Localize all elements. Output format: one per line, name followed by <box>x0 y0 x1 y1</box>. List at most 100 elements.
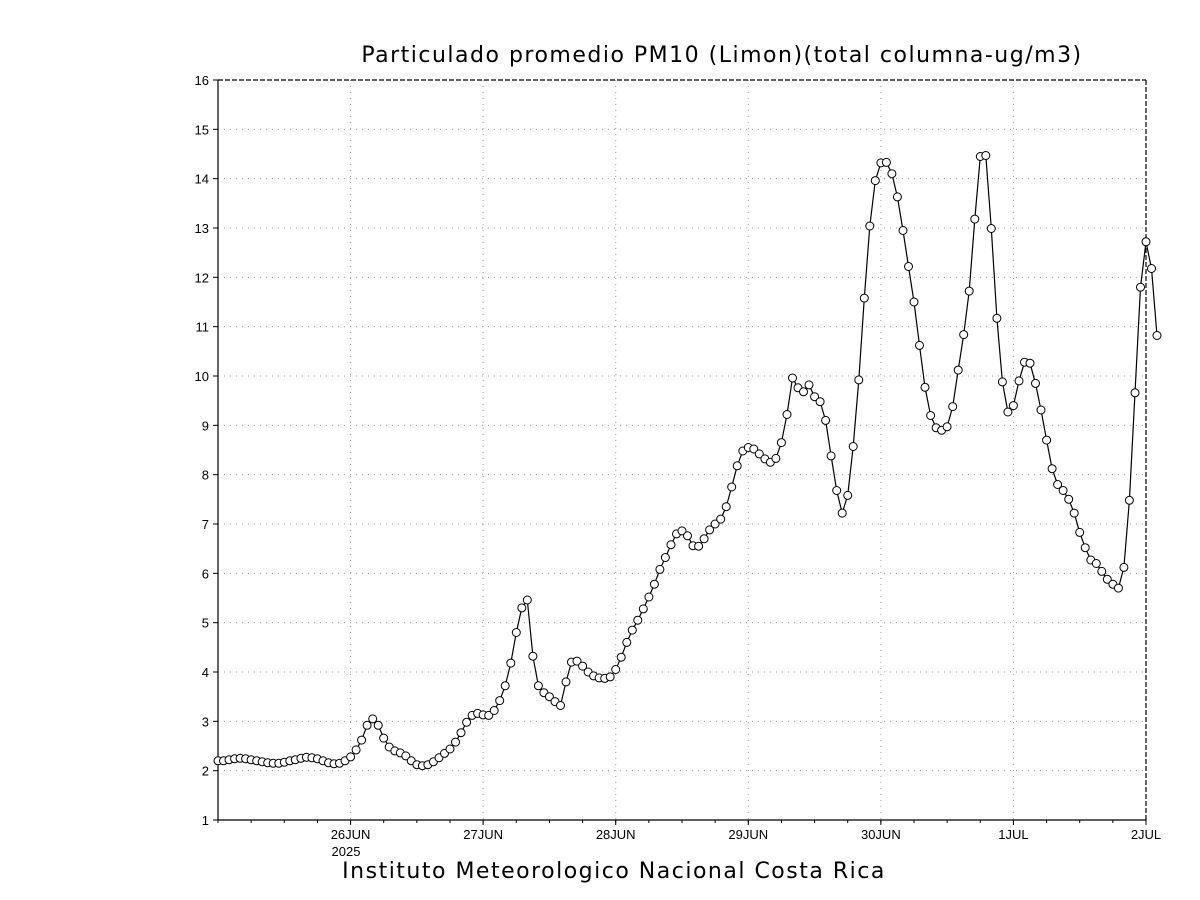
data-point <box>821 415 831 425</box>
data-point <box>1025 358 1035 368</box>
data-point <box>489 706 499 715</box>
data-point <box>986 224 996 233</box>
data-point <box>544 692 554 702</box>
data-point <box>749 444 759 454</box>
x-tick-label: 29JUN <box>728 827 768 842</box>
data-point <box>1075 527 1085 537</box>
data-point <box>1141 237 1151 247</box>
data-point <box>1064 494 1074 504</box>
data-point <box>522 595 532 605</box>
data-point <box>959 330 969 340</box>
chart-footer: Instituto Meteorologico Nacional Costa R… <box>342 859 886 884</box>
series-line <box>218 154 1158 767</box>
y-tick-label: 12 <box>195 270 209 285</box>
data-point <box>892 192 902 202</box>
data-point <box>904 262 913 271</box>
data-point <box>887 169 897 179</box>
data-point <box>379 733 389 743</box>
y-tick-label: 11 <box>196 320 210 335</box>
y-tick-label: 4 <box>202 665 209 680</box>
data-point <box>346 752 356 762</box>
data-point <box>517 603 527 613</box>
y-tick-label: 6 <box>202 566 209 581</box>
data-point <box>799 387 808 397</box>
data-point <box>368 714 378 724</box>
data-point <box>721 502 731 512</box>
data-point <box>705 525 715 535</box>
y-tick-label: 14 <box>195 172 209 187</box>
data-point <box>843 490 853 500</box>
y-tick-label: 13 <box>195 221 209 236</box>
data-point <box>578 661 588 671</box>
data-point <box>710 519 720 529</box>
data-point <box>727 482 737 492</box>
data-point <box>373 720 383 730</box>
data-point <box>1119 562 1129 572</box>
data-point <box>1058 486 1068 495</box>
data-point <box>611 665 621 674</box>
data-point <box>848 442 858 451</box>
data-point <box>909 297 919 307</box>
data-point <box>401 751 411 761</box>
x-tick-label: 28JUN <box>596 827 636 842</box>
data-point <box>533 681 543 691</box>
data-point <box>633 615 643 625</box>
data-point <box>716 514 726 524</box>
data-point <box>556 701 565 710</box>
data-point <box>677 526 687 536</box>
y-tick-label: 9 <box>202 418 209 433</box>
data-point <box>1102 574 1112 584</box>
data-point <box>810 392 820 402</box>
data-point <box>1003 407 1013 417</box>
data-point <box>660 553 670 562</box>
data-point <box>683 531 692 541</box>
data-point <box>506 658 516 668</box>
data-point <box>920 382 930 392</box>
data-point <box>1124 495 1134 505</box>
data-point <box>445 744 455 754</box>
data-point <box>1031 378 1040 388</box>
x-tick-label: 26JUN <box>331 827 371 842</box>
y-tick-label: 5 <box>202 616 209 631</box>
data-point <box>694 541 704 551</box>
data-point <box>351 745 361 755</box>
data-point <box>782 410 792 419</box>
data-point <box>1152 331 1162 340</box>
data-point <box>362 720 372 730</box>
data-point <box>528 651 538 661</box>
data-point <box>561 677 571 687</box>
data-point <box>666 540 676 550</box>
x-tick-label: 2JUL <box>1131 827 1161 842</box>
data-point <box>1014 376 1024 386</box>
y-tick-label: 1 <box>202 813 209 828</box>
series-layer <box>213 151 1162 771</box>
data-point <box>881 157 891 167</box>
data-point <box>776 438 786 448</box>
data-point <box>942 422 952 432</box>
x-tick-label: 1JUL <box>998 827 1028 842</box>
grid-layer <box>218 80 1146 820</box>
x-axis: 26JUN 27JUN 28JUN 29JUN 30JUN 1JUL 2JUL <box>217 820 1161 842</box>
data-point <box>1042 435 1052 445</box>
data-point <box>854 375 864 385</box>
data-point <box>970 214 980 224</box>
data-point <box>865 221 875 231</box>
data-point <box>462 717 472 727</box>
y-tick-label: 3 <box>202 714 209 729</box>
data-point <box>627 625 637 635</box>
x-tick-label: 30JUN <box>861 827 901 842</box>
data-point <box>754 449 764 459</box>
y-tick-label: 10 <box>195 369 209 384</box>
data-point <box>1136 282 1145 292</box>
data-point <box>804 380 814 390</box>
data-point <box>484 710 494 720</box>
data-point <box>1053 480 1063 489</box>
data-point <box>981 151 991 160</box>
y-tick-label: 7 <box>202 517 209 532</box>
x-tick-label: 27JUN <box>463 827 503 842</box>
data-point <box>815 397 825 407</box>
data-point <box>826 451 836 461</box>
data-point <box>1036 405 1046 415</box>
